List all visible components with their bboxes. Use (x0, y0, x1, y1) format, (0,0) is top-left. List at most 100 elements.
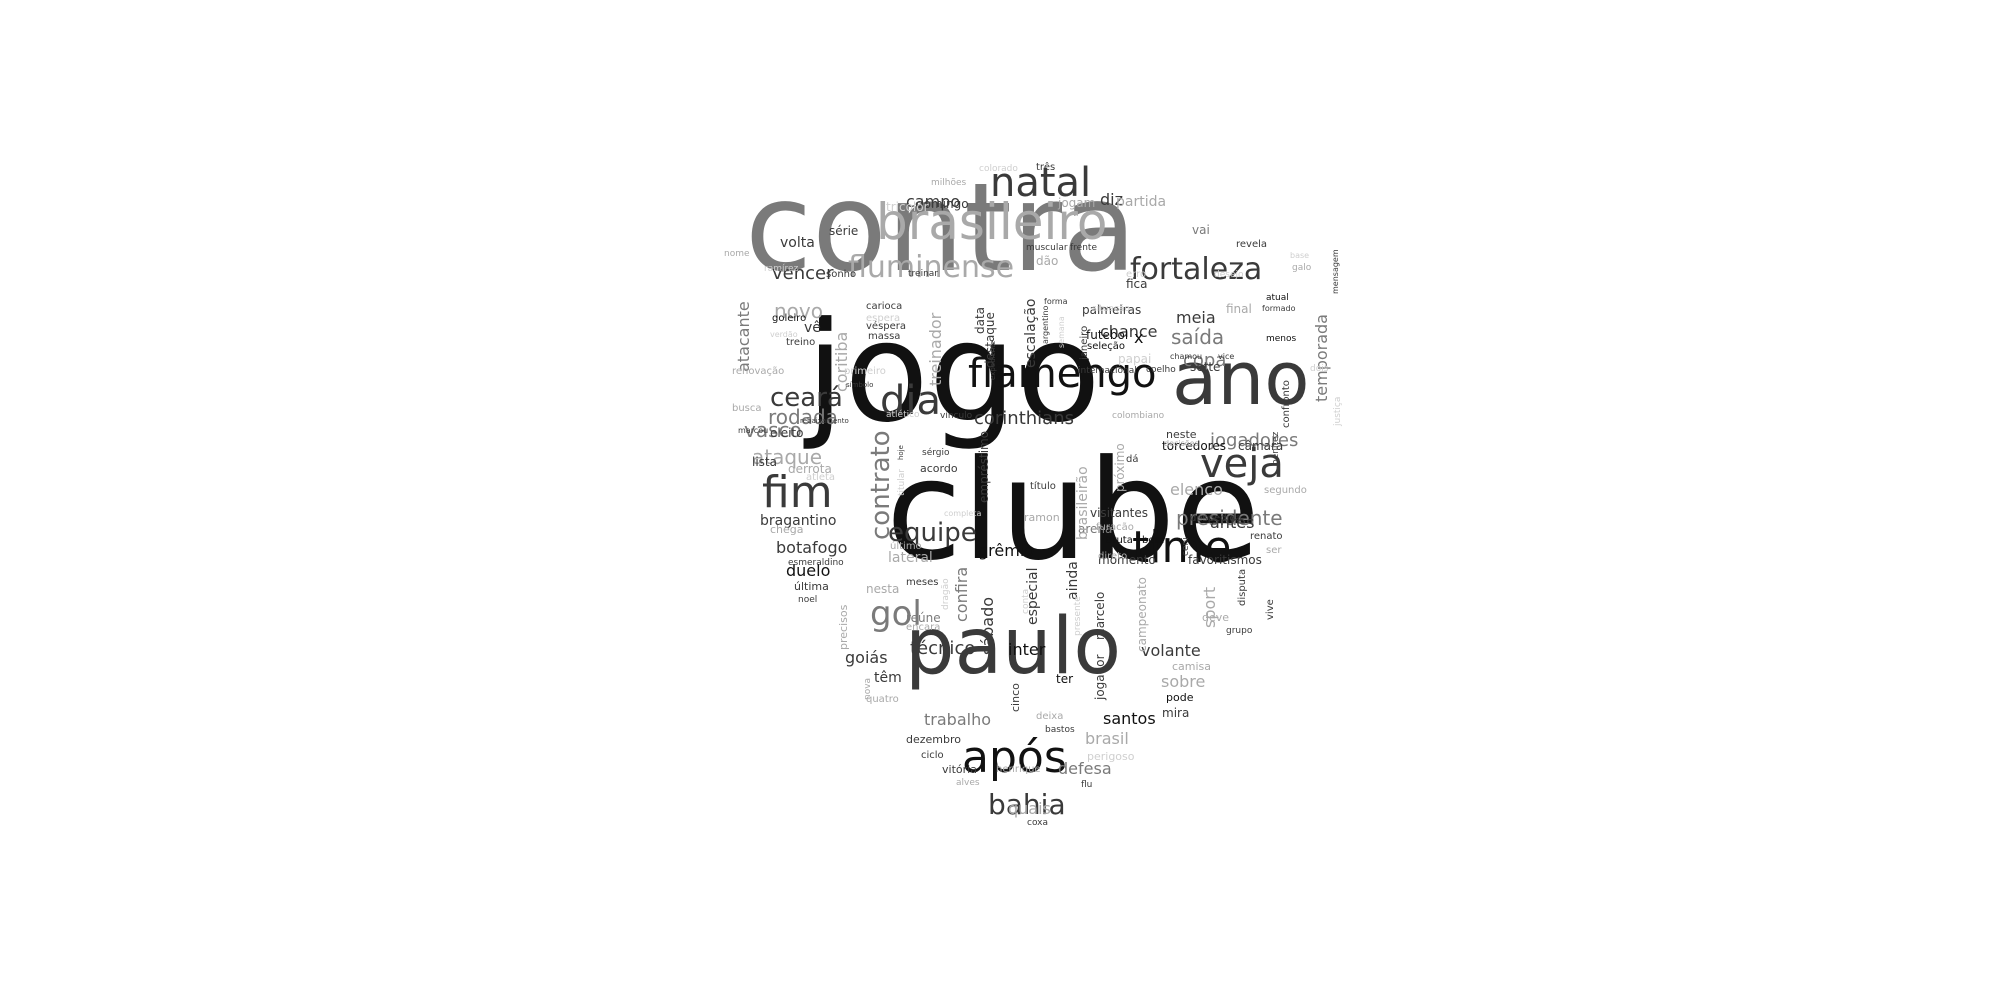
word: copa (1183, 349, 1227, 371)
word: vice (1218, 351, 1235, 361)
word: série (829, 223, 859, 238)
word: massa (868, 331, 901, 343)
word: vitória (942, 763, 977, 777)
word: jogadores (1210, 429, 1299, 451)
word: cinco (1009, 683, 1022, 712)
word: acordo (920, 462, 958, 476)
word: domingo (916, 196, 969, 211)
word: técnico (910, 637, 976, 659)
word: rodada (768, 405, 838, 430)
word: jogo (806, 292, 1101, 454)
word: lista (752, 454, 777, 469)
word: jogador (1093, 654, 1107, 700)
word: saída (1171, 325, 1225, 350)
word: desejo (1214, 269, 1244, 280)
word: momento (1098, 552, 1156, 567)
word: derrota (788, 461, 832, 476)
word: equipe (888, 517, 977, 548)
word: contra (745, 156, 1137, 299)
word: sette (1190, 359, 1221, 374)
word: ainda (1065, 561, 1081, 600)
word: bruta (1106, 535, 1133, 547)
word: vai (1192, 222, 1210, 237)
word: despedida (1190, 513, 1242, 525)
word: atacante (734, 301, 753, 372)
word: três (1036, 162, 1056, 174)
word: x (1134, 327, 1144, 347)
word: sonho (826, 269, 857, 281)
word: seleção (1087, 341, 1126, 353)
word: expediente (989, 340, 997, 380)
word: coelho (1146, 364, 1176, 375)
word: vive (1265, 599, 1276, 620)
word: confira (952, 566, 971, 622)
word: partida (1116, 194, 1167, 211)
word: corinthians (974, 407, 1075, 429)
word: diz (1100, 189, 1123, 209)
word: vínculo (940, 410, 973, 421)
word: bom (1142, 535, 1165, 547)
word: ceará (770, 382, 843, 413)
word: ataque (752, 445, 823, 470)
word: final (1226, 301, 1252, 316)
word: futebol (1086, 327, 1129, 342)
word: atleta (806, 472, 836, 484)
word: colorado (979, 163, 1018, 174)
word: revela (1236, 239, 1268, 251)
word: bastos (1045, 724, 1075, 735)
word: câmara (1238, 438, 1284, 453)
word: titular (897, 469, 907, 496)
word: ramon (1024, 511, 1060, 525)
word: chega (770, 523, 804, 537)
word: atlético (886, 409, 920, 420)
word: meses (906, 577, 939, 589)
word: benítez (1271, 431, 1281, 465)
word: palmeiras (1082, 302, 1142, 317)
word: brasileirão (1075, 466, 1091, 540)
word: campeonato (1135, 577, 1149, 652)
word: busca (732, 403, 762, 415)
word: reúne (906, 610, 941, 625)
word: marcou (738, 425, 769, 435)
word: visitantes (1090, 505, 1149, 520)
word: vasco (744, 418, 802, 443)
word: símbolo (846, 380, 874, 389)
word: henrique (996, 764, 1041, 776)
word: nesta (866, 581, 900, 596)
word: goiás (845, 647, 888, 667)
word: treinar (908, 268, 938, 279)
word: precisos (837, 604, 850, 650)
word: menos (1266, 333, 1297, 344)
word: volante (1141, 640, 1201, 660)
word: favoritismos (1188, 552, 1262, 567)
word: inter (1008, 639, 1046, 659)
word: fim (762, 466, 833, 518)
word: defesa (1058, 758, 1112, 778)
word: dão (1036, 253, 1059, 268)
word: sábado (978, 596, 997, 655)
word: novo (774, 299, 823, 324)
word: hoje (897, 445, 905, 460)
word: sobre (1161, 671, 1206, 691)
word: campo (906, 191, 961, 211)
word: após (962, 731, 1067, 783)
word: jogam (1058, 195, 1096, 210)
word: tricolor (886, 199, 929, 214)
word: milhões (931, 177, 967, 188)
word: ser (1266, 545, 1282, 557)
word: goleiro (772, 313, 807, 325)
word: dá (1126, 454, 1139, 466)
word: confronto (1281, 380, 1292, 428)
word: direto (1098, 551, 1128, 563)
word: brasileiro (876, 193, 1108, 251)
word: argentino (1041, 305, 1050, 344)
word: grupo (1226, 625, 1253, 636)
word: próximo (1113, 443, 1127, 492)
word: situação (1092, 303, 1130, 314)
word: primeiro (844, 366, 886, 378)
word: último (890, 541, 922, 553)
word: pode (1166, 691, 1194, 705)
word: ramírez (764, 263, 799, 274)
word: encara (906, 622, 941, 634)
word: fluminense (848, 249, 1015, 285)
